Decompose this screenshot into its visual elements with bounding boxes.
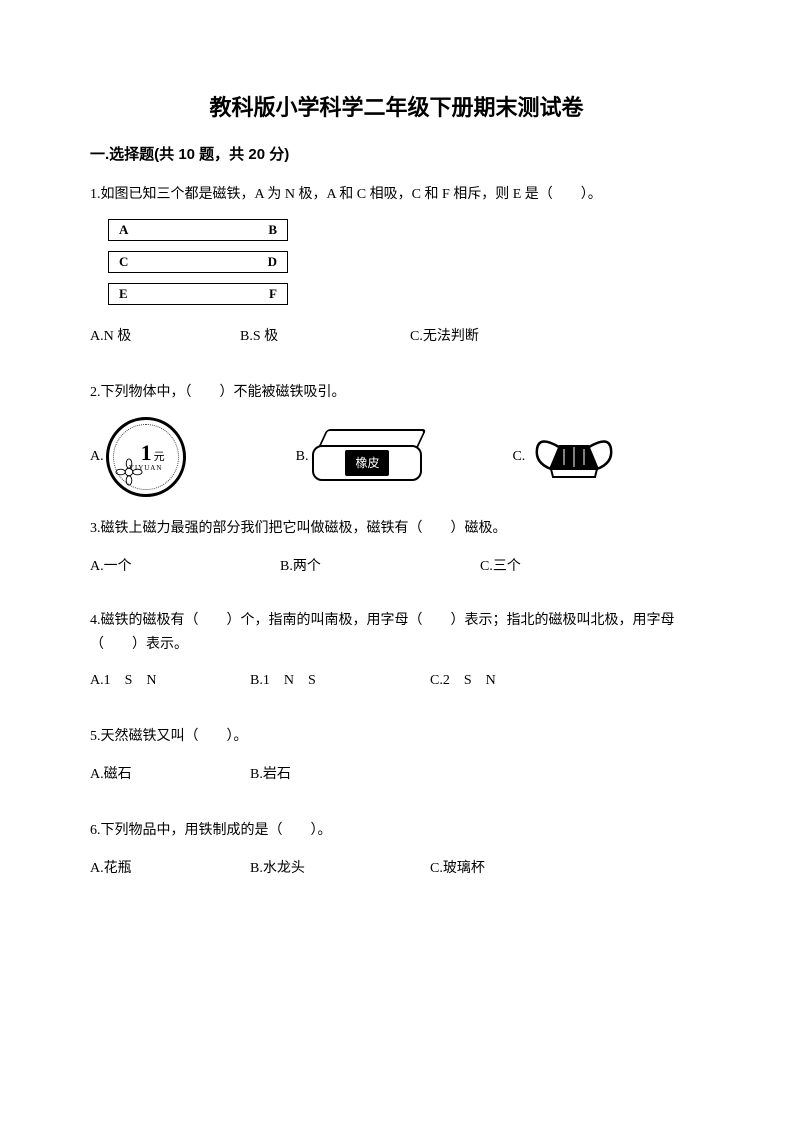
- question-4: 4.磁铁的磁极有（ ）个，指南的叫南极，用字母（ ）表示；指北的磁极叫北极，用字…: [90, 609, 703, 695]
- q2-label-b: B.: [296, 443, 309, 471]
- q5-option-b: B.岩石: [250, 761, 291, 789]
- question-5: 5.天然磁铁又叫（ ）。 A.磁石 B.岩石: [90, 723, 703, 789]
- q2-option-b: B. 橡皮: [296, 429, 433, 485]
- label-c: C: [119, 249, 128, 275]
- q5-option-a: A.磁石: [90, 761, 250, 789]
- q3-option-c: C.三个: [480, 553, 521, 581]
- q2-option-a: A. 1 元 YIYUAN: [90, 417, 186, 497]
- binder-clip-icon: [529, 429, 619, 485]
- question-6: 6.下列物品中，用铁制成的是（ ）。 A.花瓶 B.水龙头 C.玻璃杯: [90, 817, 703, 883]
- q5-text: 5.天然磁铁又叫（ ）。: [90, 723, 703, 751]
- label-b: B: [268, 217, 277, 243]
- label-d: D: [268, 249, 277, 275]
- question-1: 1.如图已知三个都是磁铁，A 为 N 极，A 和 C 相吸，C 和 F 相斥，则…: [90, 181, 703, 351]
- q5-options: A.磁石 B.岩石: [90, 761, 703, 789]
- q2-label-a: A.: [90, 443, 104, 471]
- flower-icon: [115, 458, 143, 486]
- eraser-label: 橡皮: [345, 450, 389, 476]
- label-e: E: [119, 281, 128, 307]
- q3-options: A.一个 B.两个 C.三个: [90, 553, 703, 581]
- q1-text: 1.如图已知三个都是磁铁，A 为 N 极，A 和 C 相吸，C 和 F 相斥，则…: [90, 181, 703, 209]
- q3-text: 3.磁铁上磁力最强的部分我们把它叫做磁极，磁铁有（ ）磁极。: [90, 515, 703, 543]
- q6-text: 6.下列物品中，用铁制成的是（ ）。: [90, 817, 703, 845]
- question-3: 3.磁铁上磁力最强的部分我们把它叫做磁极，磁铁有（ ）磁极。 A.一个 B.两个…: [90, 515, 703, 581]
- magnet-bar-ef: E F: [108, 283, 288, 305]
- q1-option-b: B.S 极: [240, 323, 410, 351]
- q3-option-a: A.一个: [90, 553, 280, 581]
- q2-option-c: C.: [512, 429, 619, 485]
- magnet-bar-cd: C D: [108, 251, 288, 273]
- q1-diagram: A B C D E F: [108, 219, 703, 305]
- q6-option-b: B.水龙头: [250, 855, 430, 883]
- q6-options: A.花瓶 B.水龙头 C.玻璃杯: [90, 855, 703, 883]
- label-f: F: [269, 281, 277, 307]
- q2-label-c: C.: [512, 443, 525, 471]
- page-title: 教科版小学科学二年级下册期末测试卷: [90, 90, 703, 125]
- magnet-bar-ab: A B: [108, 219, 288, 241]
- q2-image-row: A. 1 元 YIYUAN B.: [90, 417, 703, 497]
- q3-option-b: B.两个: [280, 553, 480, 581]
- question-2: 2.下列物体中，（ ）不能被磁铁吸引。 A. 1 元 YIYUAN: [90, 379, 703, 497]
- q4-text: 4.磁铁的磁极有（ ）个，指南的叫南极，用字母（ ）表示；指北的磁极叫北极，用字…: [90, 609, 703, 657]
- eraser-icon: 橡皮: [312, 429, 432, 485]
- label-a: A: [119, 217, 128, 243]
- q1-options: A.N 极 B.S 极 C.无法判断: [90, 323, 703, 351]
- section-1-header: 一.选择题(共 10 题，共 20 分): [90, 143, 703, 167]
- q2-text: 2.下列物体中，（ ）不能被磁铁吸引。: [90, 379, 703, 407]
- q1-option-a: A.N 极: [90, 323, 240, 351]
- q4-option-a: A.1 S N: [90, 667, 250, 695]
- q4-option-c: C.2 S N: [430, 667, 496, 695]
- coin-icon: 1 元 YIYUAN: [106, 417, 186, 497]
- q1-option-c: C.无法判断: [410, 323, 479, 351]
- q4-option-b: B.1 N S: [250, 667, 430, 695]
- q4-options: A.1 S N B.1 N S C.2 S N: [90, 667, 703, 695]
- q6-option-c: C.玻璃杯: [430, 855, 485, 883]
- q6-option-a: A.花瓶: [90, 855, 250, 883]
